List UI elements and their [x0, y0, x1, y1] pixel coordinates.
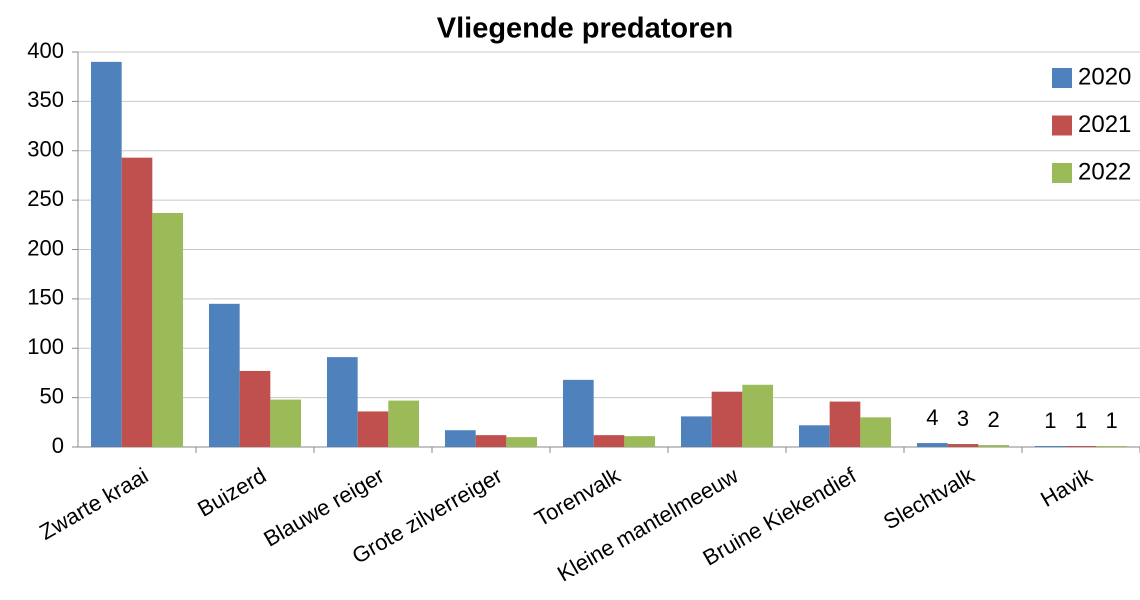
bar — [121, 157, 153, 447]
legend-label: 2020 — [1078, 63, 1131, 90]
bar — [798, 425, 830, 447]
y-tick-label: 150 — [27, 285, 64, 310]
bar — [270, 399, 302, 447]
bar — [711, 391, 743, 447]
data-label: 4 — [926, 405, 938, 430]
bar — [916, 443, 948, 447]
bar — [152, 212, 184, 447]
bar — [624, 436, 656, 447]
data-label: 3 — [957, 406, 969, 431]
x-tick-label: Slechtvalk — [879, 462, 979, 534]
bar — [1096, 446, 1128, 447]
bar — [1034, 446, 1066, 447]
data-label: 1 — [1075, 408, 1087, 433]
bar — [593, 435, 625, 447]
bar — [562, 379, 594, 447]
y-tick-label: 250 — [27, 186, 64, 211]
legend-swatch — [1052, 115, 1072, 136]
bar — [947, 444, 979, 447]
y-tick-label: 100 — [27, 334, 64, 359]
legend-label: 2021 — [1078, 111, 1131, 138]
y-tick-label: 300 — [27, 137, 64, 162]
y-tick-label: 400 — [27, 38, 64, 63]
bar — [388, 400, 420, 447]
x-tick-label: Havik — [1036, 462, 1097, 512]
data-label: 2 — [988, 407, 1000, 432]
bar — [978, 445, 1010, 447]
y-tick-label: 0 — [52, 433, 64, 458]
bar — [1065, 446, 1097, 447]
bar — [475, 435, 507, 447]
y-tick-label: 50 — [40, 383, 64, 408]
bar — [444, 430, 476, 447]
bar — [357, 411, 389, 447]
legend-label: 2022 — [1078, 158, 1131, 185]
bar — [680, 416, 712, 447]
x-tick-label: Zwarte kraai — [35, 463, 152, 545]
bar — [742, 384, 774, 447]
bar — [239, 370, 271, 447]
bar — [208, 303, 240, 447]
bar — [506, 437, 538, 447]
y-tick-label: 350 — [27, 87, 64, 112]
bar — [326, 357, 358, 447]
chart-title: Vliegende predatoren — [437, 13, 734, 45]
x-tick-label: Buizerd — [193, 463, 270, 522]
x-tick-label: Torenvalk — [530, 462, 625, 531]
y-tick-label: 200 — [27, 235, 64, 260]
bar — [90, 61, 122, 447]
data-label: 1 — [1106, 408, 1118, 433]
data-label: 1 — [1044, 408, 1056, 433]
bar — [829, 401, 861, 447]
legend-swatch — [1052, 163, 1072, 183]
legend-swatch — [1052, 68, 1072, 88]
bar — [860, 417, 892, 447]
